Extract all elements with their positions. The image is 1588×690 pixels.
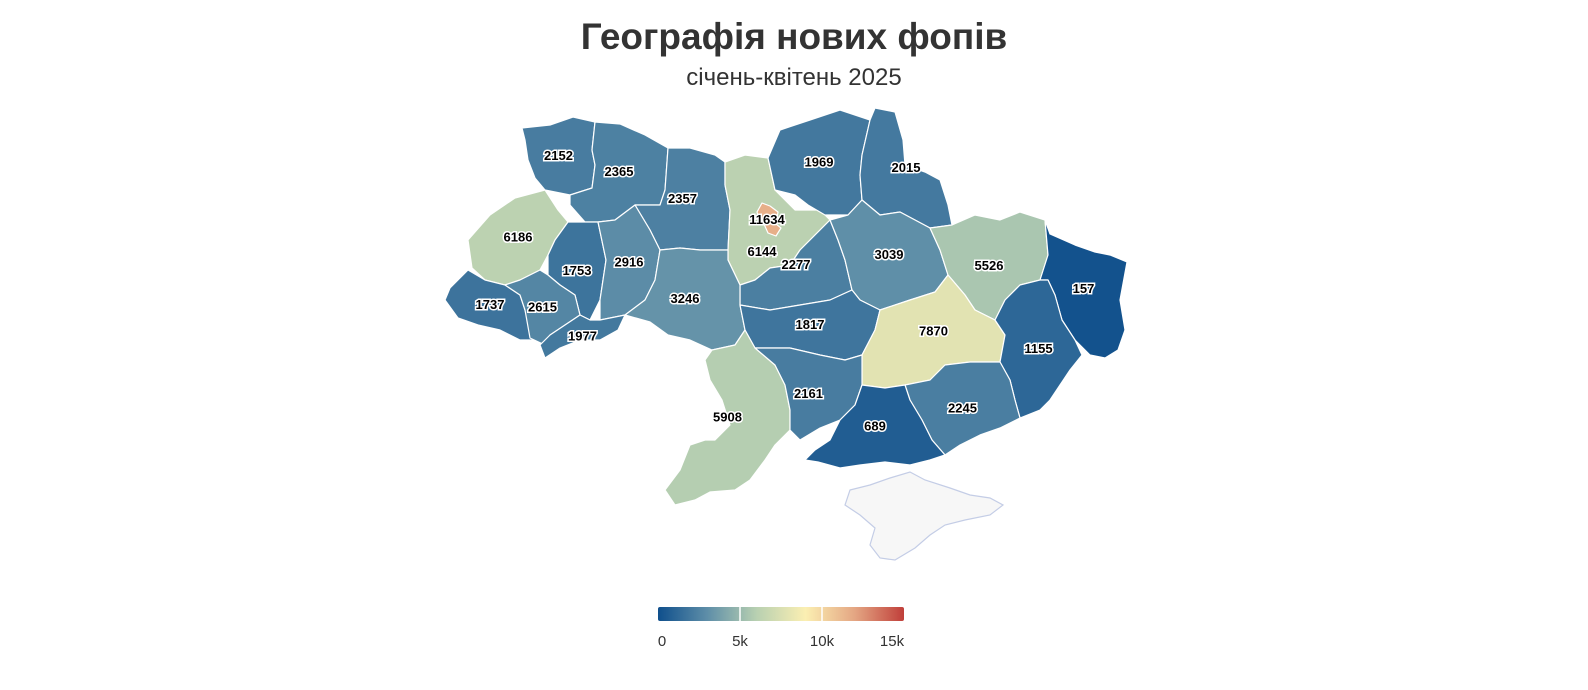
region-value-label: 2357 (668, 191, 697, 206)
legend-tick: 10k (810, 633, 835, 650)
region-value-label: 5526 (975, 258, 1004, 273)
region-value-label: 1737 (476, 297, 505, 312)
region-value-label: 2015 (892, 160, 921, 175)
regions-layer (444, 107, 1128, 561)
region-sumy[interactable] (859, 107, 953, 229)
region-labels: 2152 2365 2357 6144 1969 2015 6186 1753 2916 2277… (474, 147, 1096, 436)
region-value-label: 1155 (1024, 341, 1052, 356)
region-value-label: 2245 (948, 401, 977, 416)
legend-tick: 15k (880, 633, 905, 650)
region-value-label: 2615 (528, 300, 557, 315)
region-value-label: 1817 (796, 317, 825, 332)
map-title: Географія нових фопів (580, 16, 1008, 57)
region-value-label: 2365 (605, 164, 634, 179)
region-value-label: 6186 (504, 230, 533, 245)
region-value-label: 1753 (563, 263, 592, 278)
region-value-label: 2277 (782, 257, 811, 272)
region-value-label: 11634 (749, 212, 785, 227)
legend-bar (658, 607, 904, 621)
region-value-label: 7870 (919, 324, 948, 339)
region-value-label: 3039 (875, 247, 904, 262)
region-value-label: 2161 (794, 386, 823, 401)
region-value-label: 5908 (713, 410, 742, 425)
region-kherson[interactable] (804, 384, 946, 469)
region-kyiv-city[interactable] (756, 202, 782, 237)
region-value-label: 6144 (748, 244, 778, 259)
region-value-label: 3246 (671, 291, 700, 306)
color-legend: 0 5k 10k 15k (658, 607, 905, 650)
legend-tick: 5k (732, 633, 748, 650)
region-value-label: 1969 (805, 155, 834, 170)
legend-tick: 0 (658, 633, 666, 650)
region-value-label: 689 (864, 419, 886, 434)
region-chernivtsi[interactable] (539, 314, 626, 359)
map-subtitle: січень-квітень 2025 (686, 64, 902, 91)
region-value-label: 1977 (568, 329, 597, 344)
region-value-label: 2152 (544, 148, 573, 163)
region-value-label: 157 (1073, 281, 1095, 296)
region-value-label: 2916 (615, 255, 644, 270)
region-crimea (844, 471, 1005, 561)
